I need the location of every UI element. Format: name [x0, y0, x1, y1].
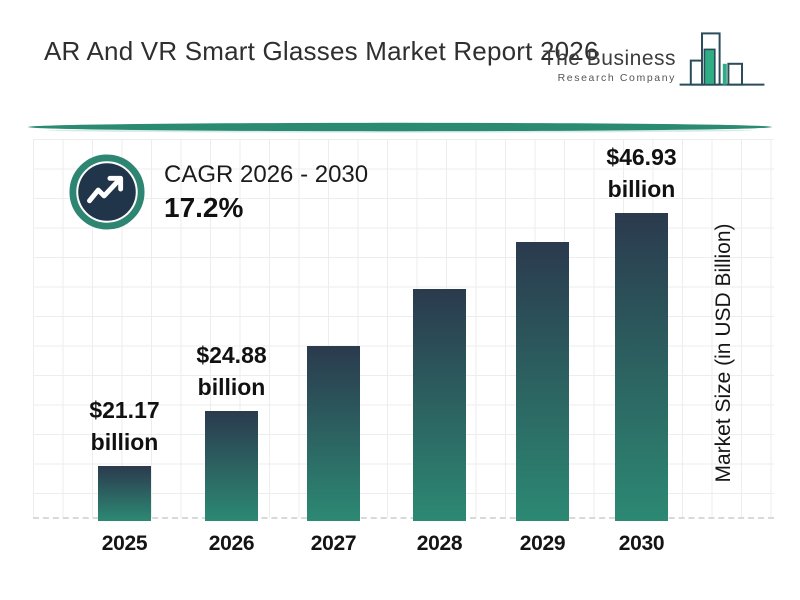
logo-company-name: The Business	[542, 47, 676, 70]
chart-baseline	[33, 517, 774, 519]
x-axis-label-2029: 2029	[519, 532, 566, 555]
bar-2028	[413, 289, 466, 521]
y-axis-title: Market Size (in USD Billion)	[712, 223, 735, 483]
bar-2030	[615, 213, 668, 521]
bar-2029	[516, 242, 569, 521]
logo-wordmark: The Business Research Company	[543, 47, 676, 84]
bar-value-unit: billion	[90, 429, 159, 455]
x-axis-label-2026: 2026	[208, 532, 255, 555]
bar-value-label-2026: $24.88 billion	[152, 339, 312, 403]
x-axis-label-2030: 2030	[618, 532, 665, 555]
bar-2025	[98, 466, 151, 521]
bar-value-label-2030: $46.93 billion	[562, 141, 722, 205]
bar-value-unit: billion	[197, 374, 266, 400]
bar-2026	[205, 411, 258, 521]
logo-company-subtitle: Research Company	[557, 72, 676, 84]
cagr-text-block: CAGR 2026 - 2030 17.2%	[164, 161, 368, 224]
page-title: AR And VR Smart Glasses Market Report 20…	[44, 36, 599, 66]
bar-2027	[307, 346, 360, 521]
x-axis-label-2028: 2028	[416, 532, 463, 555]
cagr-badge: CAGR 2026 - 2030 17.2%	[68, 153, 368, 231]
cagr-period-label: CAGR 2026 - 2030	[164, 160, 369, 188]
brand-logo: The Business Research Company	[543, 26, 766, 92]
bar-value-label-2025: $21.17 billion	[45, 394, 205, 458]
bar-value-amount: $21.17	[89, 397, 160, 423]
x-axis-label-2027: 2027	[310, 532, 357, 555]
header-divider	[28, 122, 772, 133]
bar-value-unit: billion	[607, 176, 676, 202]
cagr-value: 17.2%	[164, 191, 244, 223]
logo-bar-chart-icon	[679, 32, 765, 86]
trend-up-icon	[69, 154, 145, 230]
bar-value-amount: $24.88	[196, 342, 267, 368]
bar-value-amount: $46.93	[606, 144, 677, 170]
x-axis-label-2025: 2025	[101, 532, 148, 555]
